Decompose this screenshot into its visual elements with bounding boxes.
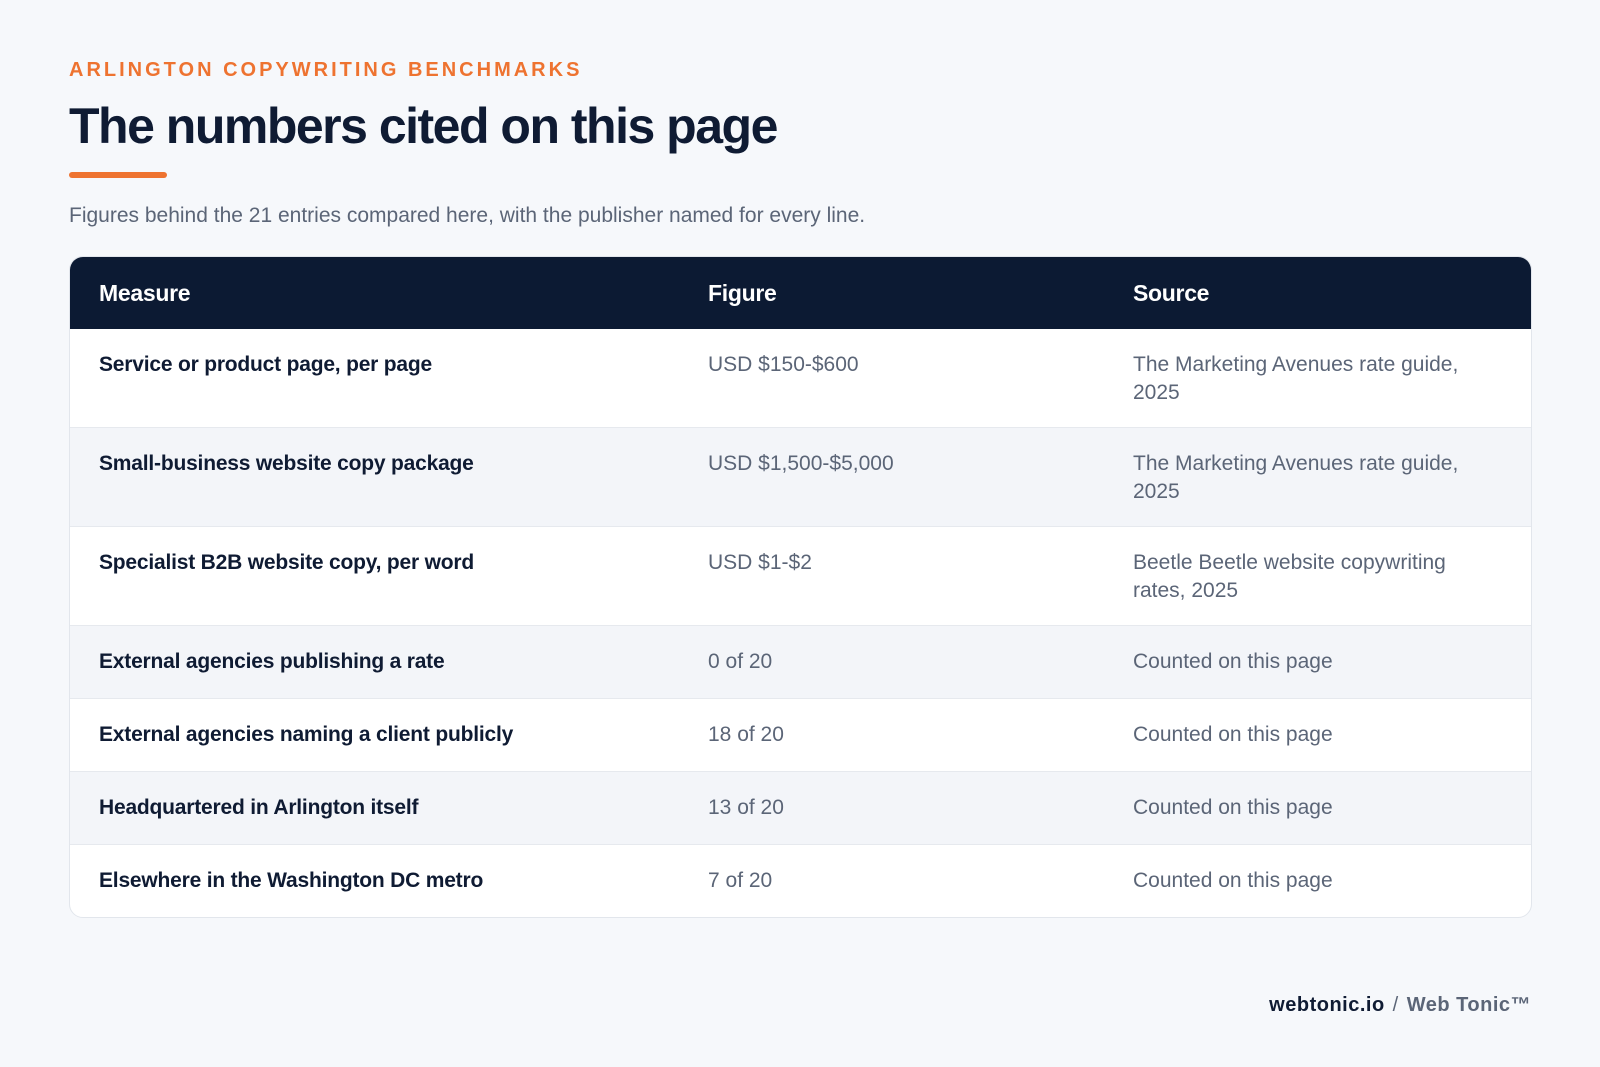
title-accent-bar bbox=[69, 172, 167, 178]
table-row: Headquartered in Arlington itself 13 of … bbox=[70, 771, 1531, 845]
column-header-source: Source bbox=[1104, 257, 1531, 329]
cell-figure: 13 of 20 bbox=[679, 771, 1104, 845]
table-row: Elsewhere in the Washington DC metro 7 o… bbox=[70, 844, 1531, 917]
cell-measure: Service or product page, per page bbox=[99, 353, 432, 376]
footer-credit: webtonic.io / Web Tonic™ bbox=[1269, 992, 1531, 1018]
cell-figure: USD $150-$600 bbox=[708, 353, 859, 376]
cell-figure: 7 of 20 bbox=[679, 844, 1104, 917]
footer-separator: / bbox=[1392, 994, 1399, 1016]
cell-source: Counted on this page bbox=[1104, 698, 1531, 772]
page-content: ARLINGTON COPYWRITING BENCHMARKS The num… bbox=[69, 58, 1532, 918]
table-row: External agencies naming a client public… bbox=[70, 698, 1531, 772]
cell-source: Beetle Beetle website copywriting rates,… bbox=[1104, 526, 1531, 626]
footer-brand: Web Tonic™ bbox=[1406, 994, 1531, 1016]
cell-measure: External agencies publishing a rate bbox=[70, 625, 679, 699]
cell-source: The Marketing Avenues rate guide, 2025 bbox=[1133, 353, 1459, 404]
cell-measure: Headquartered in Arlington itself bbox=[70, 771, 679, 845]
page-subtitle: Figures behind the 21 entries compared h… bbox=[69, 204, 866, 227]
benchmarks-table-card: Measure Figure Source Service or product… bbox=[69, 256, 1532, 918]
table-header-row: Measure Figure Source bbox=[70, 257, 1531, 329]
table-row: Service or product page, per page USD $1… bbox=[70, 329, 1531, 428]
cell-source: Counted on this page bbox=[1104, 844, 1531, 917]
cell-measure: External agencies naming a client public… bbox=[70, 698, 679, 772]
page-title: The numbers cited on this page bbox=[69, 98, 778, 154]
cell-measure: Specialist B2B website copy, per word bbox=[70, 526, 679, 626]
cell-source: The Marketing Avenues rate guide, 2025 bbox=[1104, 427, 1531, 527]
footer-domain: webtonic.io bbox=[1269, 994, 1385, 1016]
table-row: External agencies publishing a rate 0 of… bbox=[70, 625, 1531, 699]
eyebrow-label: ARLINGTON COPYWRITING BENCHMARKS bbox=[69, 59, 583, 81]
table-row: Specialist B2B website copy, per word US… bbox=[70, 526, 1531, 626]
cell-source: Counted on this page bbox=[1104, 625, 1531, 699]
cell-source: Counted on this page bbox=[1104, 771, 1531, 845]
column-header-figure: Figure bbox=[679, 257, 1104, 329]
cell-figure: USD $1-$2 bbox=[679, 526, 1104, 626]
cell-measure: Elsewhere in the Washington DC metro bbox=[70, 844, 679, 917]
cell-figure: USD $1,500-$5,000 bbox=[679, 427, 1104, 527]
cell-figure: 0 of 20 bbox=[679, 625, 1104, 699]
cell-figure: 18 of 20 bbox=[679, 698, 1104, 772]
cell-measure: Small-business website copy package bbox=[70, 427, 679, 527]
benchmarks-table: Measure Figure Source Service or product… bbox=[70, 257, 1531, 917]
table-row: Small-business website copy package USD … bbox=[70, 427, 1531, 527]
column-header-measure: Measure bbox=[70, 257, 679, 329]
